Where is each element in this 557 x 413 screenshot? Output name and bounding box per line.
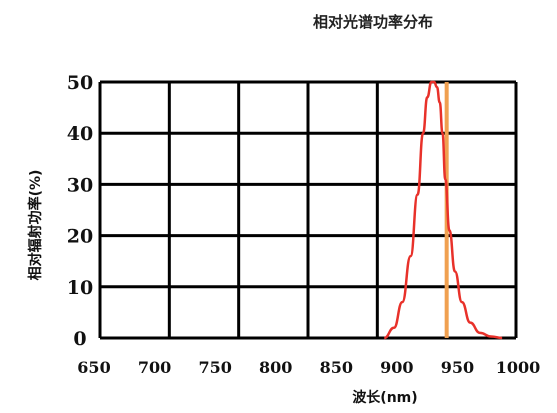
- y-tick-label: 0: [73, 328, 86, 350]
- x-tick-label: 1000: [496, 358, 541, 377]
- chart-grid: [98, 80, 518, 340]
- y-tick-label: 50: [67, 72, 93, 94]
- x-axis-label: 波长(nm): [352, 389, 417, 406]
- x-tick-label: 700: [138, 358, 171, 377]
- spectral-curve: [383, 80, 503, 340]
- x-tick-label: 650: [77, 358, 110, 377]
- chart-ticks: 0 10 20 30 40 50 650 700 750 800 850 900 950 1000: [67, 72, 540, 377]
- chart-title: 相对光谱功率分布: [313, 13, 433, 31]
- chart-marks: [383, 80, 503, 340]
- x-tick-label: 900: [380, 358, 413, 377]
- x-tick-label: 800: [259, 358, 292, 377]
- x-tick-label: 950: [441, 358, 474, 377]
- y-tick-label: 30: [67, 174, 93, 196]
- y-tick-label: 20: [67, 226, 93, 248]
- y-tick-label: 40: [67, 123, 93, 145]
- x-tick-label: 850: [320, 358, 353, 377]
- x-tick-label: 750: [198, 358, 231, 377]
- y-tick-label: 10: [67, 277, 93, 299]
- y-axis-label: 相对辐射功率(%): [27, 170, 44, 281]
